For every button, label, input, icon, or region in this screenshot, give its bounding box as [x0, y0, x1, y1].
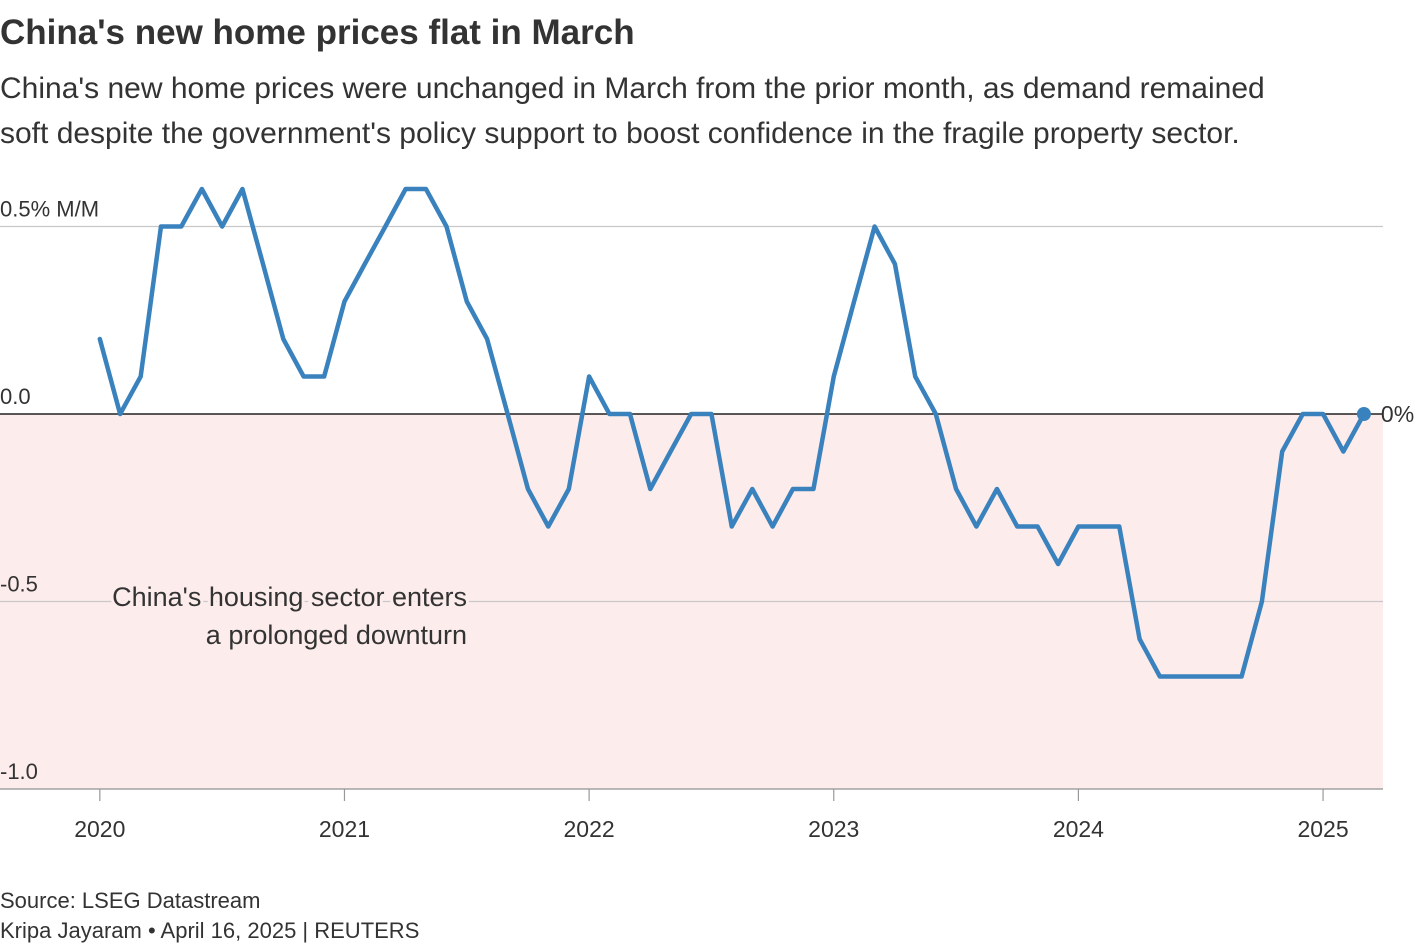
y-tick-label: -0.5	[0, 572, 38, 597]
line	[97, 186, 1367, 679]
annotation: China's housing sector enters	[112, 582, 467, 612]
chart-subtitle: China's new home prices were unchanged i…	[0, 72, 1265, 105]
chart-subtitle: soft despite the government's policy sup…	[0, 117, 1240, 150]
y-tick-label: 0.5% M/M	[0, 197, 99, 222]
x-tick-label: 2022	[564, 816, 615, 842]
x-tick-label: 2023	[808, 816, 859, 842]
y-tick-label: -1.0	[0, 759, 38, 784]
source: Source: LSEG Datastream	[0, 888, 260, 913]
x-tick-label: 2025	[1297, 816, 1348, 842]
y-tick-label: 0.0	[0, 384, 31, 409]
x-tick-label: 2020	[74, 816, 125, 842]
x-tick-label: 2024	[1053, 816, 1104, 842]
x-tick-label: 2021	[319, 816, 370, 842]
end-label: 0%	[1381, 401, 1414, 427]
chart-title: China's new home prices flat in March	[0, 13, 635, 52]
byline: Kripa Jayaram • April 16, 2025 | REUTERS	[0, 918, 419, 943]
annotation: a prolonged downturn	[206, 620, 467, 650]
end-point	[1356, 407, 1371, 421]
